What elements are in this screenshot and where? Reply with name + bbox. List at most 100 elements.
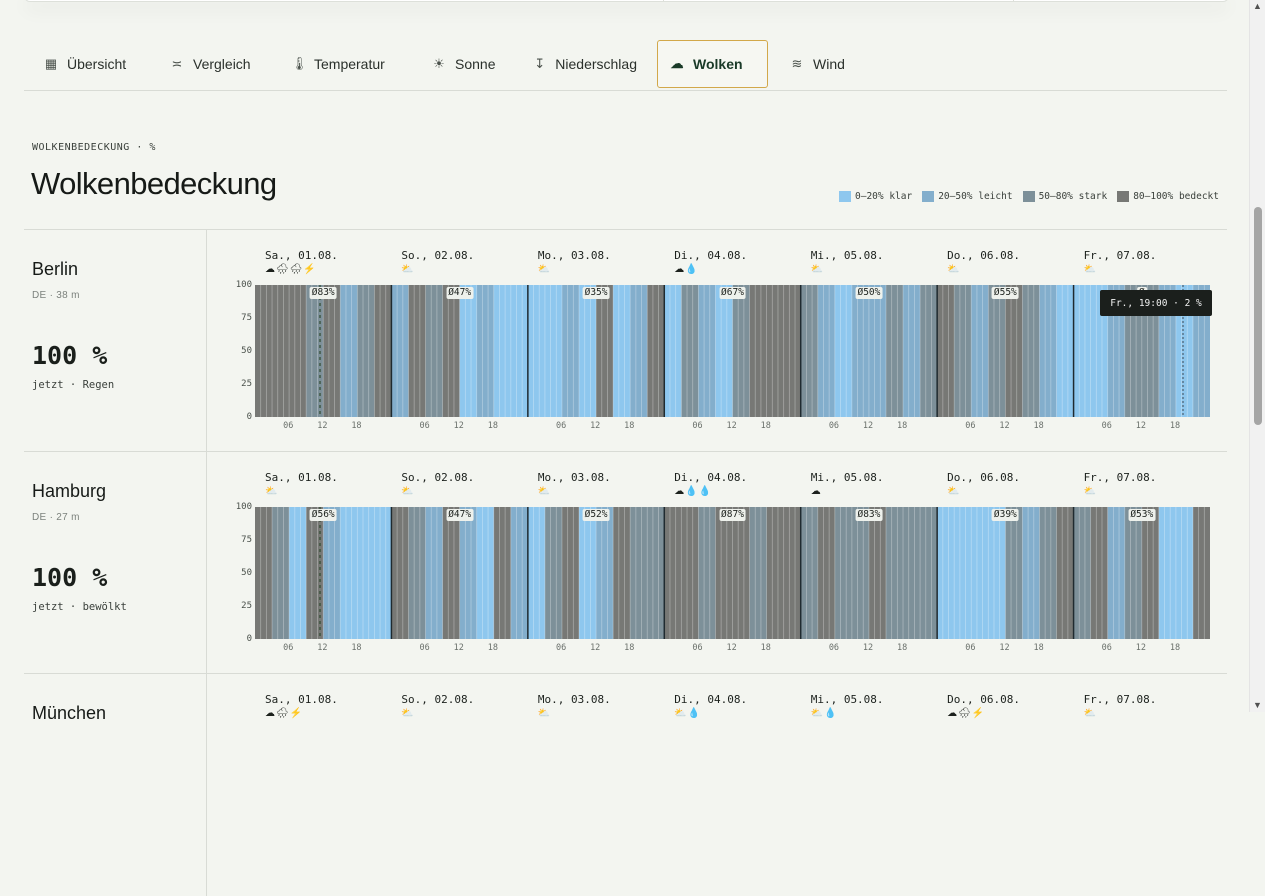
- cloud-bar-bedeckt: [783, 285, 802, 417]
- weather-icons: ⛅💧: [810, 708, 838, 719]
- x-tick-label: 12: [590, 421, 601, 431]
- x-tick-label: 18: [351, 421, 362, 431]
- cloud-bar-stark: [357, 285, 375, 417]
- day-average-badge: Ø53%: [1128, 509, 1156, 521]
- tab-übersicht[interactable]: ▦ Übersicht: [32, 40, 150, 88]
- cloud-bar-bedeckt: [323, 285, 341, 417]
- cloud-bar-bedeckt: [374, 285, 392, 417]
- cloud-bar-bedeckt: [289, 285, 307, 417]
- x-tick-label: 12: [862, 421, 874, 431]
- table-icon: ▦: [44, 56, 58, 71]
- x-tick-label: 06: [555, 643, 567, 653]
- cloud-bar-stark: [1124, 507, 1143, 639]
- weather-icons: ☁: [810, 486, 822, 497]
- day-label: Sa., 01.08.: [265, 693, 338, 706]
- day-average-badge: Ø83%: [855, 509, 883, 521]
- tab-niederschlag[interactable]: ↧ Niederschlag: [521, 40, 649, 88]
- x-tick-label: 12: [726, 643, 737, 653]
- tab-vergleich[interactable]: ≍ Vergleich: [158, 40, 271, 88]
- y-tick-label: 50: [241, 346, 252, 356]
- y-tick-label: 50: [241, 568, 252, 578]
- tab-wolken[interactable]: ☁ Wolken: [657, 40, 768, 88]
- cloud-chart[interactable]: [255, 507, 1210, 639]
- cloud-bar-leicht: [391, 285, 409, 417]
- weather-icons: ☁🌧🌧⚡: [265, 264, 317, 275]
- legend-swatch: [839, 191, 851, 202]
- x-tick-label: 18: [487, 421, 498, 431]
- tab-sonne[interactable]: ☀ Sonne: [420, 40, 513, 88]
- cloud-bar-bedeckt: [442, 507, 461, 639]
- day-average-badge: Ø83%: [309, 287, 337, 299]
- cloud-bar-stark: [272, 507, 290, 639]
- x-tick-label: 12: [590, 643, 601, 653]
- scroll-down-icon[interactable]: ▼: [1253, 700, 1262, 710]
- weather-icons: ⛅: [947, 264, 961, 275]
- scroll-up-icon[interactable]: ▲: [1253, 1, 1262, 11]
- day-average-badge: Ø39%: [991, 509, 1019, 521]
- day-label: Sa., 01.08.: [265, 471, 338, 484]
- cloud-bar-leicht: [459, 507, 478, 639]
- cloud-bar-klar: [357, 507, 375, 639]
- x-tick-label: 12: [317, 421, 328, 431]
- cloud-bar-klar: [527, 285, 546, 417]
- weather-icons: ⛅: [810, 264, 825, 275]
- day-label: Mo., 03.08.: [537, 693, 611, 706]
- cloud-bar-klar: [988, 507, 1006, 639]
- cloud-bar-stark: [306, 285, 324, 417]
- cloud-bar-stark: [851, 507, 870, 639]
- weather-icons: ⛅: [401, 264, 415, 275]
- x-tick-label: 18: [624, 643, 635, 653]
- x-tick-label: 06: [828, 643, 840, 653]
- x-tick-label: 06: [283, 421, 294, 431]
- cloud-bar-klar: [834, 285, 853, 417]
- scrollbar[interactable]: ▲ ▼: [1249, 0, 1265, 712]
- x-tick-label: 12: [1135, 421, 1147, 431]
- tab-bar: ▦ Übersicht ≍ Vergleich 🌡 Temperatur ☀ Sonne ↧ Ni…: [24, 40, 1227, 91]
- chart-legend: 0–20% klar 20–50% leicht 50–80% stark 80–10…: [839, 191, 1219, 202]
- tab-temperatur[interactable]: 🌡 Temperatur: [279, 40, 412, 88]
- x-tick-label: 12: [862, 643, 874, 653]
- x-tick-label: 12: [726, 421, 737, 431]
- tab-wind[interactable]: ≋ Wind: [778, 40, 858, 88]
- x-tick-label: 12: [1135, 643, 1147, 653]
- cloud-bar-leicht: [323, 507, 341, 639]
- weather-icons: ☁💧: [674, 264, 699, 275]
- cloud-bar-stark: [630, 507, 648, 639]
- x-tick-label: 18: [1169, 421, 1181, 431]
- x-tick-label: 12: [453, 421, 464, 431]
- weather-icons: ⛅: [537, 708, 552, 719]
- cloud-bar-leicht: [596, 507, 614, 639]
- previous-card: [24, 0, 1229, 2]
- scrollbar-thumb[interactable]: [1254, 207, 1262, 425]
- legend-item: 50–80% stark: [1022, 191, 1107, 202]
- cloud-bar-bedeckt: [442, 285, 461, 417]
- legend-item: 80–100% bedeckt: [1117, 191, 1219, 202]
- cloud-bar-bedeckt: [1192, 507, 1210, 639]
- weather-icons: ⛅: [401, 486, 415, 497]
- cloud-bar-stark: [681, 285, 699, 417]
- cloud-bar-klar: [937, 507, 955, 639]
- x-tick-label: 06: [828, 421, 840, 431]
- x-tick-label: 12: [999, 643, 1010, 653]
- x-tick-label: 06: [419, 643, 430, 653]
- city-meta: DE · 27 m: [32, 512, 80, 523]
- city-row: München Sa., 01.08. ☁🌧⚡ So., 02.08. ⛅ Mo., 03…: [24, 673, 1227, 896]
- y-tick-label: 0: [246, 634, 252, 644]
- day-average-badge: Ø50%: [855, 287, 883, 299]
- x-tick-label: 12: [999, 421, 1010, 431]
- cloud-bar-bedeckt: [732, 507, 751, 639]
- day-label: So., 02.08.: [401, 693, 475, 706]
- cloud-bar-bedeckt: [664, 507, 682, 639]
- day-label: Di., 04.08.: [674, 249, 748, 262]
- cloud-bar-bedeckt: [766, 507, 785, 639]
- cloud-chart[interactable]: [255, 285, 1210, 417]
- cloud-bar-bedeckt: [1005, 285, 1023, 417]
- tab-label: Vergleich: [193, 56, 251, 72]
- cloud-bar-stark: [954, 285, 972, 417]
- legend-item: 20–50% leicht: [922, 191, 1013, 202]
- weather-icons: ⛅💧: [674, 708, 702, 719]
- cloud-bar-klar: [340, 507, 358, 639]
- weather-icons: ☁🌧⚡: [265, 708, 304, 719]
- x-tick-label: 06: [692, 421, 703, 431]
- weather-icons: ⛅: [401, 708, 415, 719]
